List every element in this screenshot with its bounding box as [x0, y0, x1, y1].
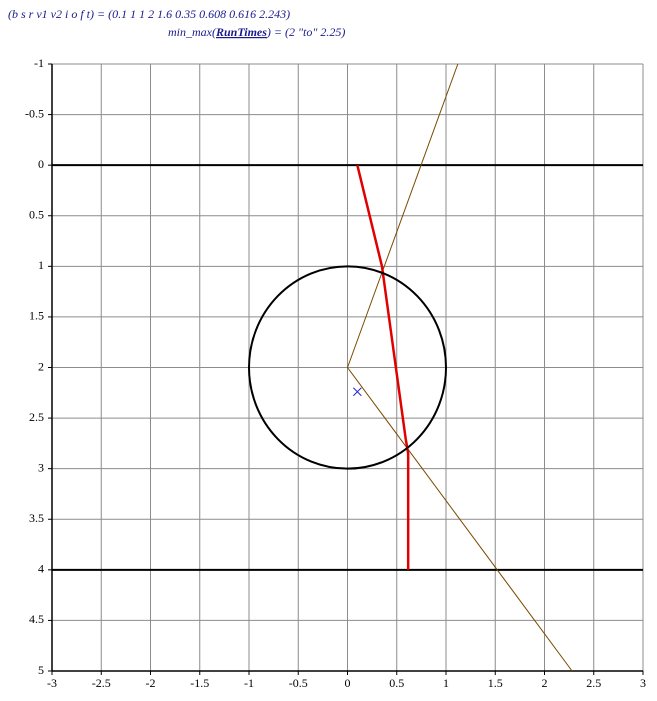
y-tick-label: 1 — [38, 258, 44, 272]
circle — [248, 265, 447, 470]
x-tick-label: 2 — [542, 676, 548, 690]
expression-part: min_max( — [168, 25, 217, 39]
line — [356, 164, 410, 570]
y-tick-label: 2 — [38, 359, 44, 373]
y-tick-label: -1 — [34, 56, 44, 70]
x-tick-label: -0.5 — [289, 676, 308, 690]
line — [346, 63, 573, 672]
y-tick-label: 3.5 — [29, 511, 44, 525]
x-tick-label: -1 — [244, 676, 254, 690]
y-tick-label: 0 — [38, 157, 44, 171]
expression-part: RunTimes — [215, 25, 267, 39]
x-tick-label: -1.5 — [190, 676, 209, 690]
y-tick-label: 0.5 — [29, 208, 44, 222]
expression: min_max(RunTimes) = (2 "to" 2.25) — [168, 25, 345, 39]
y-tick-label: 1.5 — [29, 309, 44, 323]
x-tick-label: 2.5 — [586, 676, 601, 690]
y-tick-label: 5 — [38, 663, 44, 677]
y-tick-label: 2.5 — [29, 410, 44, 424]
x-tick-label: 3 — [640, 676, 646, 690]
y-tick-label: 4 — [38, 562, 44, 576]
x-tick-label: 0.5 — [389, 676, 404, 690]
x-tick-label: -3 — [47, 676, 57, 690]
expression-part: ) = (2 "to" 2.25) — [266, 25, 346, 39]
x-tick-label: 1.5 — [488, 676, 503, 690]
x-tick-label: -2 — [146, 676, 156, 690]
y-tick-label: 3 — [38, 460, 44, 474]
y-tick-label: -0.5 — [25, 106, 44, 120]
x-tick-label: 0 — [345, 676, 351, 690]
x-tick-label: -2.5 — [92, 676, 111, 690]
point-marker — [352, 387, 362, 397]
y-tick-label: 4.5 — [29, 612, 44, 626]
x-tick-label: 1 — [443, 676, 449, 690]
expression: (b s r v1 v2 i o f t) = (0.1 1 1 2 1.6 0… — [8, 7, 290, 21]
